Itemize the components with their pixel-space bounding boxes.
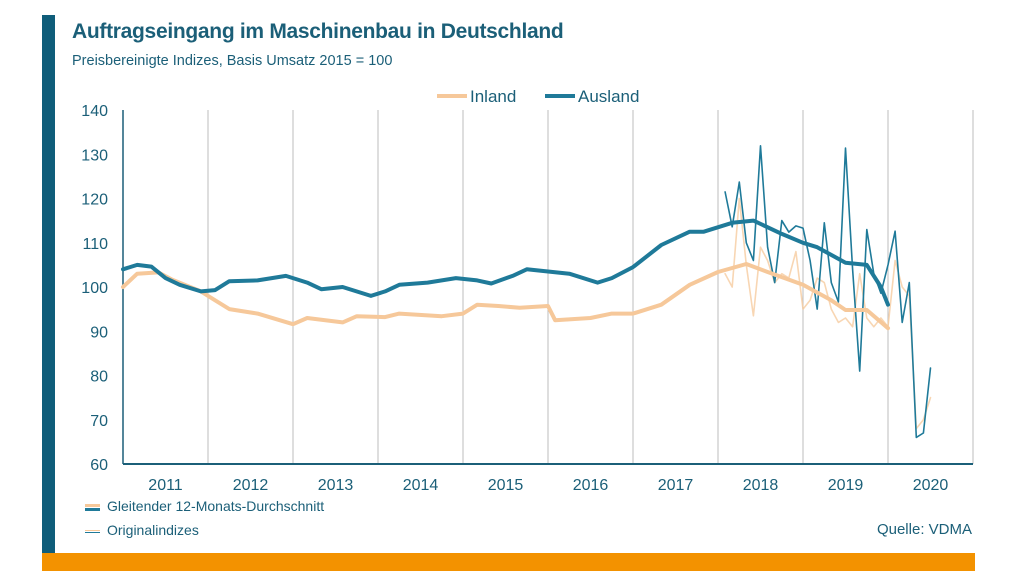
- x-tick-label: 2016: [573, 477, 609, 494]
- x-tick-label: 2019: [828, 477, 864, 494]
- legend-original-swatch: [85, 529, 100, 533]
- y-tick-label: 110: [82, 236, 108, 253]
- x-tick-label: 2012: [233, 477, 269, 494]
- legend-moving-average: Gleitender 12-Monats-Durchschnitt: [85, 498, 324, 514]
- legend-label-inland: Inland: [470, 87, 516, 106]
- legend-original-label: Originalindizes: [107, 522, 199, 538]
- chart-title: Auftragseingang im Maschinenbau in Deuts…: [72, 20, 564, 43]
- x-tick-label: 2011: [148, 477, 183, 494]
- y-tick-label: 120: [81, 192, 108, 209]
- source-note: Quelle: VDMA: [876, 521, 972, 538]
- x-tick-label: 2018: [743, 477, 779, 494]
- y-tick-label: 100: [81, 280, 108, 297]
- left-accent-bar: [42, 15, 55, 555]
- legend-moving-average-swatch: [85, 503, 100, 511]
- x-tick-label: 2014: [403, 477, 439, 494]
- bottom-accent-bar: [42, 553, 975, 571]
- y-tick-label: 80: [90, 369, 108, 386]
- x-tick-label: 2020: [913, 477, 949, 494]
- legend-moving-average-label: Gleitender 12-Monats-Durchschnitt: [107, 498, 325, 514]
- series-line-inland-original: [724, 197, 932, 430]
- series-line-inland-moving-average: [121, 262, 890, 331]
- x-tick-label: 2015: [488, 477, 524, 494]
- y-tick-label: 90: [90, 324, 108, 341]
- x-tick-label: 2013: [318, 477, 354, 494]
- y-tick-label: 60: [90, 457, 108, 474]
- y-tick-label: 70: [90, 413, 108, 430]
- series-line-ausland-moving-average: [121, 218, 890, 307]
- y-tick-label: 140: [81, 103, 108, 120]
- chart-subtitle: Preisbereinigte Indizes, Basis Umsatz 20…: [72, 53, 393, 69]
- legend-label-ausland: Ausland: [578, 87, 639, 106]
- legend-original: Originalindizes: [85, 522, 199, 538]
- x-tick-label: 2017: [658, 477, 694, 494]
- y-tick-label: 130: [81, 147, 108, 164]
